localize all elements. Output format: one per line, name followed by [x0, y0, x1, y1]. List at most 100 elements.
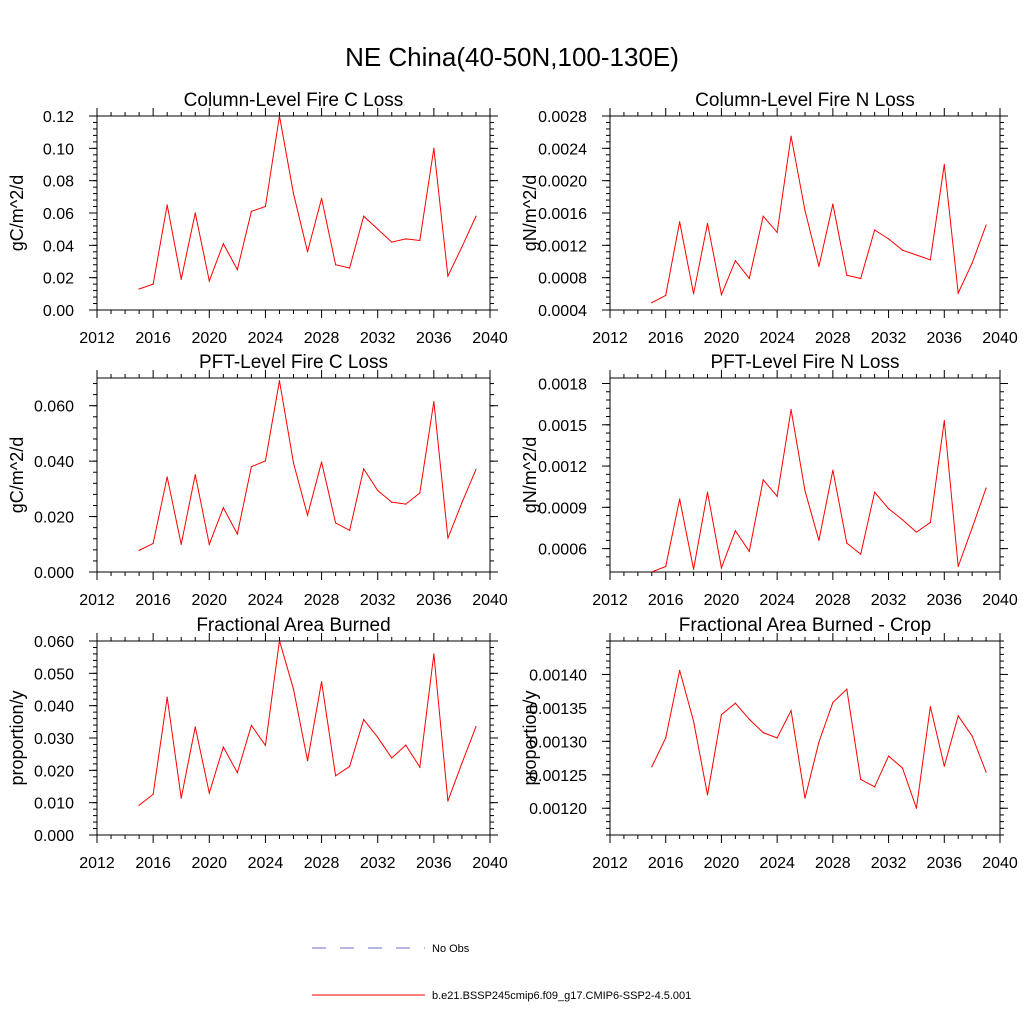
panel-title: PFT-Level Fire C Loss — [199, 352, 388, 373]
plot-frame — [609, 377, 1001, 573]
x-tick-label: 2040 — [982, 330, 1018, 347]
data-point — [475, 468, 477, 471]
plot-frame — [96, 115, 491, 311]
data-point — [180, 543, 182, 545]
data-point — [665, 565, 667, 568]
data-point — [208, 792, 210, 794]
data-point — [320, 197, 323, 200]
y-tick-label: 0.02 — [43, 271, 74, 288]
data-point — [264, 744, 267, 747]
data-point — [349, 765, 351, 768]
data-point — [985, 771, 987, 773]
x-tick-label: 2040 — [472, 330, 508, 347]
y-tick-label: 0.010 — [34, 796, 74, 813]
data-point — [152, 283, 154, 285]
data-point — [915, 254, 918, 256]
x-tick-label: 2032 — [360, 855, 396, 872]
x-tick-label: 2012 — [592, 855, 628, 872]
x-tick-label: 2032 — [360, 330, 396, 347]
x-tick-label: 2024 — [248, 330, 284, 347]
data-point — [901, 249, 904, 251]
data-point — [138, 549, 140, 551]
x-tick-label: 2020 — [191, 855, 227, 872]
x-tick-label: 2016 — [135, 855, 171, 872]
data-point — [208, 280, 210, 282]
series-line-0 — [138, 380, 477, 551]
x-tick-label: 2028 — [304, 592, 340, 609]
data-point — [679, 669, 681, 672]
data-point — [419, 766, 421, 768]
x-tick-label: 2032 — [871, 855, 907, 872]
data-point — [461, 246, 463, 248]
panel-column-fire-n-loss: 2012 2016 2020 2024 2028 2032 2036 2040 0.0004 0.… — [520, 90, 1018, 347]
data-point — [874, 786, 876, 788]
x-tick-label: 2036 — [416, 330, 452, 347]
data-point — [461, 762, 463, 764]
data-point — [419, 492, 421, 494]
x-tick-label: 2024 — [248, 855, 284, 872]
series-line-0 — [138, 641, 477, 806]
data-point — [874, 491, 876, 493]
y-tick-label: 0.08 — [43, 174, 74, 191]
data-point — [957, 715, 959, 717]
data-point — [748, 718, 750, 720]
data-point — [692, 720, 695, 722]
figure-title: NE China(40-50N,100-130E) — [345, 42, 679, 72]
y-tick-label: 0.030 — [34, 731, 74, 748]
x-tick-label: 2024 — [759, 855, 795, 872]
x-tick-label: 2040 — [982, 855, 1018, 872]
data-point — [665, 737, 667, 739]
data-point — [377, 228, 379, 230]
data-point — [405, 503, 407, 505]
panels: 2012 2016 2020 2024 2028 2032 2036 2040 0.00 0.02… — [7, 90, 1018, 872]
x-tick-label: 2036 — [926, 592, 962, 609]
data-point — [734, 530, 736, 532]
legend-label-model-run: b.e21.BSSP245cmip6.f09_g17.CMIP6-SSP2-4.… — [432, 990, 691, 1002]
data-point — [349, 267, 351, 269]
data-point — [391, 501, 393, 503]
data-point — [292, 462, 295, 464]
y-tick-label: 0.00140 — [529, 667, 587, 684]
x-tick-label: 2020 — [191, 330, 227, 347]
data-point — [363, 215, 365, 217]
legend: No Obs b.e21.BSSP245cmip6.f09_g17.CMIP6-… — [312, 943, 691, 1002]
data-point — [860, 778, 862, 781]
data-point — [250, 466, 252, 468]
y-tick-label: 0.000 — [34, 565, 74, 582]
x-tick-label: 2012 — [79, 330, 115, 347]
y-tick-label: 0.040 — [34, 699, 74, 716]
data-point — [391, 241, 393, 243]
y-tick-label: 0.0024 — [538, 141, 587, 158]
data-point — [433, 400, 435, 403]
data-point — [306, 251, 309, 253]
y-tick-label: 0.00135 — [529, 701, 587, 718]
x-tick-label: 2016 — [135, 330, 171, 347]
x-tick-label: 2024 — [759, 330, 795, 347]
data-point — [887, 755, 890, 757]
data-point — [447, 800, 449, 802]
data-point — [679, 498, 681, 500]
y-tick-label: 0.060 — [34, 634, 74, 651]
data-point — [720, 567, 723, 569]
data-point — [915, 807, 918, 809]
y-tick-label: 0.040 — [34, 454, 74, 471]
y-tick-label: 0.04 — [43, 238, 74, 255]
y-tick-label: 0.000 — [34, 828, 74, 845]
data-point — [138, 288, 140, 290]
y-axis-label: gN/m^2/d — [520, 437, 540, 513]
data-point — [818, 265, 820, 267]
data-point — [363, 468, 365, 470]
y-tick-label: 0.00 — [43, 303, 74, 320]
y-tick-label: 0.00130 — [529, 734, 587, 751]
data-point — [306, 514, 309, 516]
y-tick-label: 0.0009 — [538, 500, 587, 517]
y-tick-label: 0.0012 — [538, 238, 587, 255]
x-tick-label: 2020 — [191, 592, 227, 609]
data-point — [222, 507, 224, 509]
data-point — [832, 203, 834, 205]
data-point — [377, 736, 379, 738]
y-tick-label: 0.0028 — [538, 109, 587, 126]
data-point — [748, 550, 750, 552]
data-point — [222, 243, 224, 245]
data-point — [292, 688, 295, 690]
